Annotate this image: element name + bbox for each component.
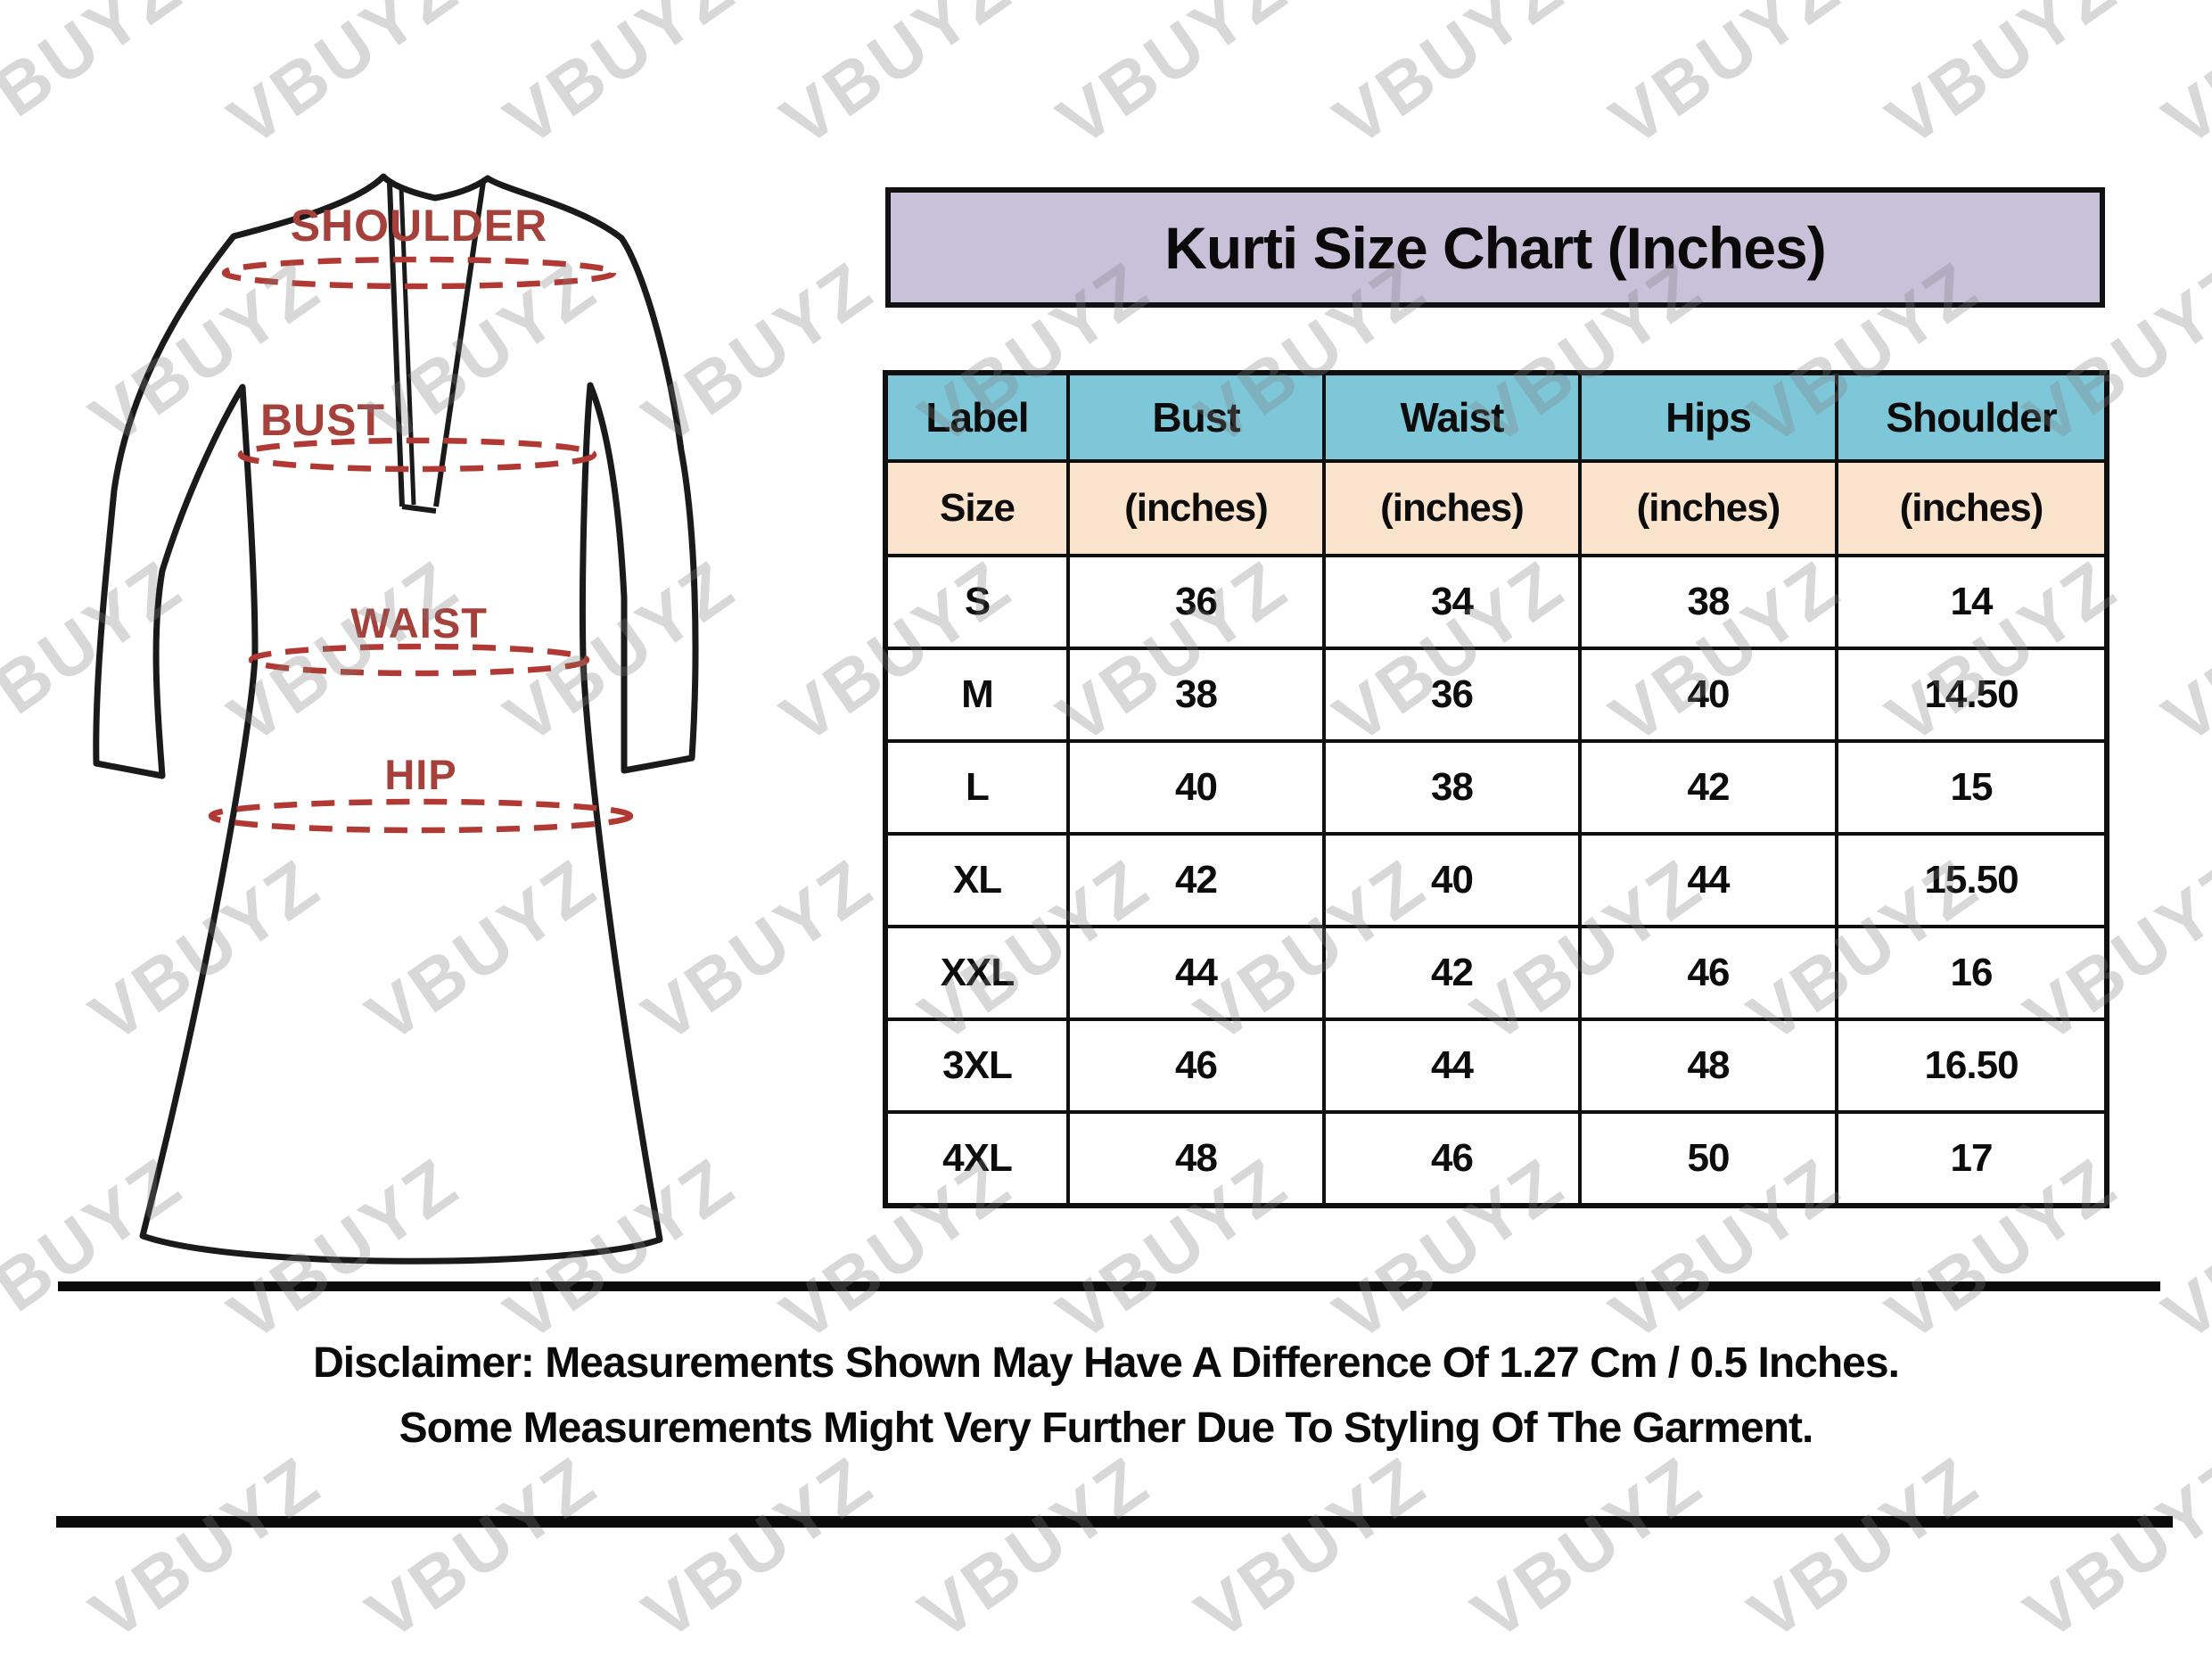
shoulder-label: SHOULDER bbox=[291, 201, 548, 251]
measurement-cell: 46 bbox=[1066, 1017, 1326, 1114]
subheader-hips-unit: (inches) bbox=[1578, 459, 1838, 557]
measurement-cell: 50 bbox=[1578, 1110, 1838, 1207]
watermark-text: VBUYZ bbox=[2149, 544, 2212, 759]
kurti-diagram-svg: SHOULDER BUST WAIST HIP bbox=[93, 173, 699, 1265]
header-shoulder: Shoulder bbox=[1835, 371, 2109, 463]
kurti-measurement-diagram: SHOULDER BUST WAIST HIP bbox=[80, 152, 722, 1275]
measurement-cell: 44 bbox=[1322, 1017, 1582, 1114]
watermark-text: VBUYZ bbox=[1872, 0, 2132, 161]
neck-slit-right-line bbox=[433, 181, 486, 507]
disclaimer-line-1: Disclaimer: Measurements Shown May Have … bbox=[313, 1339, 1900, 1387]
disclaimer-line-2: Some Measurements Might Very Further Due… bbox=[399, 1405, 1814, 1452]
table-row: S 36 34 38 14 bbox=[884, 554, 2109, 650]
watermark-text: VBUYZ bbox=[490, 0, 750, 161]
watermark-text: VBUYZ bbox=[767, 0, 1026, 161]
measurement-cell: 40 bbox=[1322, 832, 1582, 928]
measurement-cell: 46 bbox=[1578, 925, 1838, 1021]
size-label-cell: XL bbox=[884, 832, 1070, 928]
measurement-cell: 15.50 bbox=[1835, 832, 2109, 928]
measurement-cell: 46 bbox=[1322, 1110, 1582, 1207]
measurement-cell: 38 bbox=[1578, 554, 1838, 650]
watermark-text: VBUYZ bbox=[1734, 1440, 1994, 1655]
table-row: 4XL 48 46 50 17 bbox=[884, 1110, 2109, 1207]
waist-measure-line bbox=[248, 643, 590, 677]
size-label-cell: L bbox=[884, 739, 1070, 836]
size-label-cell: 4XL bbox=[884, 1110, 1070, 1207]
subheader-waist-unit: (inches) bbox=[1322, 459, 1582, 557]
watermark-text: VBUYZ bbox=[1181, 1440, 1441, 1655]
measurement-cell: 48 bbox=[1578, 1017, 1838, 1114]
bust-measure-line bbox=[237, 437, 597, 473]
measurement-cell: 42 bbox=[1578, 739, 1838, 836]
watermark-text: VBUYZ bbox=[0, 0, 197, 161]
measurement-cell: 36 bbox=[1066, 554, 1326, 650]
watermark-text: VBUYZ bbox=[214, 0, 473, 161]
header-bust: Bust bbox=[1066, 371, 1326, 463]
measurement-cell: 15 bbox=[1835, 739, 2109, 836]
watermark-text: VBUYZ bbox=[2149, 0, 2212, 161]
disclaimer-text: Disclaimer: Measurements Shown May Have … bbox=[0, 1331, 2212, 1461]
neck-slit-placket-line bbox=[399, 186, 416, 506]
measurement-cell: 17 bbox=[1835, 1110, 2109, 1207]
waist-label: WAIST bbox=[350, 599, 488, 647]
subheader-shoulder-unit: (inches) bbox=[1835, 459, 2109, 557]
hip-label: HIP bbox=[384, 751, 456, 798]
hip-measure-line bbox=[208, 798, 634, 834]
watermark-text: VBUYZ bbox=[1043, 0, 1303, 161]
measurement-cell: 40 bbox=[1578, 647, 1838, 743]
watermark-text: VBUYZ bbox=[1320, 0, 1579, 161]
size-label-cell: 3XL bbox=[884, 1017, 1070, 1114]
bust-label: BUST bbox=[260, 395, 385, 445]
watermark-text: VBUYZ bbox=[1458, 1440, 1717, 1655]
subheader-size: Size bbox=[884, 459, 1070, 557]
header-hips: Hips bbox=[1578, 371, 1838, 463]
measurement-cell: 48 bbox=[1066, 1110, 1326, 1207]
bottom-divider-line bbox=[56, 1516, 2173, 1528]
size-table-body: S 36 34 38 14 M 38 36 40 14.50 L 40 38 42 15 XL 42 40 44 15… bbox=[884, 554, 2109, 1207]
watermark-text: VBUYZ bbox=[2149, 1141, 2212, 1356]
measurement-cell: 38 bbox=[1322, 739, 1582, 836]
table-row: 3XL 46 44 48 16.50 bbox=[884, 1017, 2109, 1114]
chart-title-bar: Kurti Size Chart (Inches) bbox=[885, 187, 2105, 308]
measurement-cell: 14 bbox=[1835, 554, 2109, 650]
top-divider-line bbox=[58, 1281, 2160, 1291]
measurement-cell: 42 bbox=[1066, 832, 1326, 928]
neck-slit-bottom-line bbox=[401, 504, 437, 514]
shoulder-measure-line bbox=[221, 256, 617, 290]
measurement-cell: 38 bbox=[1066, 647, 1326, 743]
size-table: Label Bust Waist Hips Shoulder Size (inc… bbox=[883, 370, 2109, 1208]
measurement-cell: 40 bbox=[1066, 739, 1326, 836]
table-row: XXL 44 42 46 16 bbox=[884, 925, 2109, 1021]
watermark-text: VBUYZ bbox=[629, 1440, 888, 1655]
measurement-cell: 14.50 bbox=[1835, 647, 2109, 743]
measurement-cell: 16 bbox=[1835, 925, 2109, 1021]
table-row: L 40 38 42 15 bbox=[884, 739, 2109, 836]
neck-slit-left-line bbox=[387, 183, 405, 507]
measurement-cell: 42 bbox=[1322, 925, 1582, 1021]
measurement-cell: 36 bbox=[1322, 647, 1582, 743]
kurti-outline bbox=[93, 173, 699, 1265]
size-label-cell: M bbox=[884, 647, 1070, 743]
watermark-text: VBUYZ bbox=[76, 1440, 335, 1655]
size-label-cell: XXL bbox=[884, 925, 1070, 1021]
watermark-text: VBUYZ bbox=[352, 1440, 612, 1655]
header-waist: Waist bbox=[1322, 371, 1582, 463]
header-label: Label bbox=[884, 371, 1070, 463]
watermark-text: VBUYZ bbox=[2011, 1440, 2212, 1655]
subheader-bust-unit: (inches) bbox=[1066, 459, 1326, 557]
table-header-row: Label Bust Waist Hips Shoulder bbox=[884, 371, 2109, 463]
table-row: M 38 36 40 14.50 bbox=[884, 647, 2109, 743]
measurement-cell: 44 bbox=[1578, 832, 1838, 928]
table-row: XL 42 40 44 15.50 bbox=[884, 832, 2109, 928]
measurement-cell: 44 bbox=[1066, 925, 1326, 1021]
size-label-cell: S bbox=[884, 554, 1070, 650]
watermark-text: VBUYZ bbox=[1596, 0, 1855, 161]
table-subheader-row: Size (inches) (inches) (inches) (inches) bbox=[884, 459, 2109, 557]
watermark-text: VBUYZ bbox=[905, 1440, 1164, 1655]
measurement-cell: 34 bbox=[1322, 554, 1582, 650]
chart-title: Kurti Size Chart (Inches) bbox=[1164, 214, 1826, 281]
measurement-cell: 16.50 bbox=[1835, 1017, 2109, 1114]
